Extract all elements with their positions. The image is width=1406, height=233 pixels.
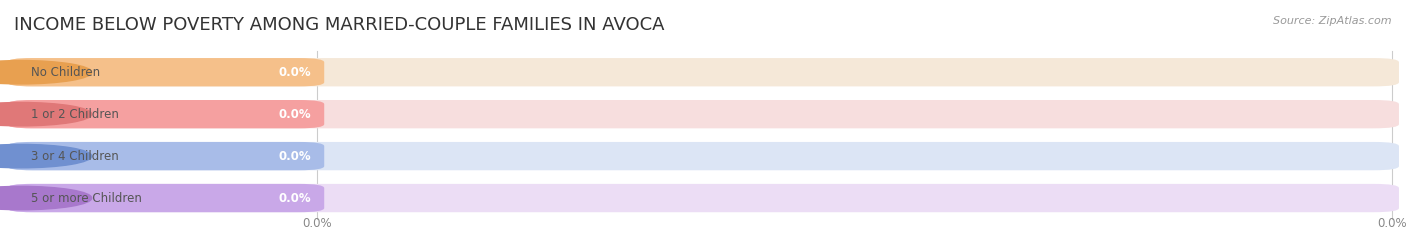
Text: 0.0%: 0.0% bbox=[278, 108, 312, 121]
Circle shape bbox=[0, 103, 91, 126]
Text: INCOME BELOW POVERTY AMONG MARRIED-COUPLE FAMILIES IN AVOCA: INCOME BELOW POVERTY AMONG MARRIED-COUPL… bbox=[14, 16, 665, 34]
Text: 0.0%: 0.0% bbox=[302, 217, 332, 230]
FancyBboxPatch shape bbox=[7, 184, 1399, 212]
FancyBboxPatch shape bbox=[7, 184, 325, 212]
FancyBboxPatch shape bbox=[7, 100, 325, 128]
FancyBboxPatch shape bbox=[7, 58, 1399, 86]
Text: 0.0%: 0.0% bbox=[1376, 217, 1406, 230]
Text: 5 or more Children: 5 or more Children bbox=[31, 192, 142, 205]
Text: 0.0%: 0.0% bbox=[278, 66, 312, 79]
Circle shape bbox=[0, 144, 91, 168]
FancyBboxPatch shape bbox=[7, 142, 1399, 170]
Text: 0.0%: 0.0% bbox=[278, 150, 312, 163]
FancyBboxPatch shape bbox=[7, 58, 325, 86]
Text: 0.0%: 0.0% bbox=[278, 192, 312, 205]
FancyBboxPatch shape bbox=[7, 142, 325, 170]
FancyBboxPatch shape bbox=[7, 100, 1399, 128]
Circle shape bbox=[0, 61, 91, 84]
Text: No Children: No Children bbox=[31, 66, 100, 79]
Text: Source: ZipAtlas.com: Source: ZipAtlas.com bbox=[1274, 16, 1392, 26]
Text: 3 or 4 Children: 3 or 4 Children bbox=[31, 150, 118, 163]
Circle shape bbox=[0, 186, 91, 210]
Text: 1 or 2 Children: 1 or 2 Children bbox=[31, 108, 118, 121]
